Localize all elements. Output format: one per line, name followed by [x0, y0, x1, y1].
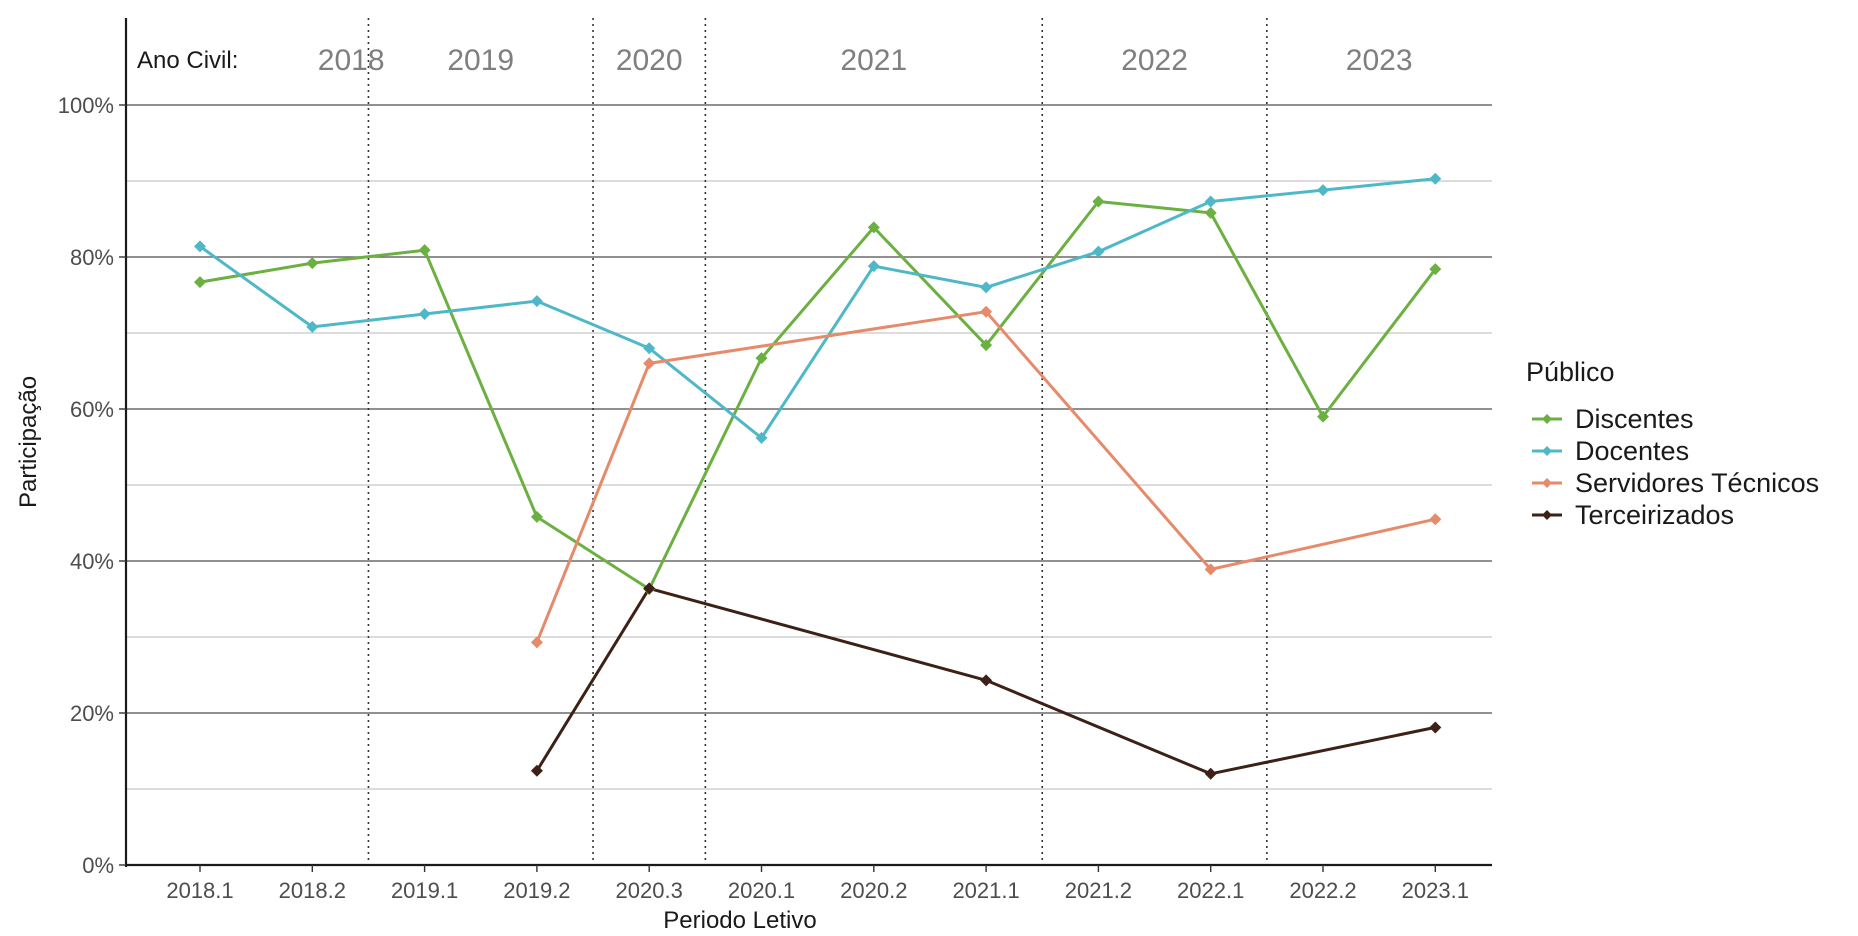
series-point: [1204, 767, 1217, 780]
series-point: [867, 260, 880, 273]
series-point: [194, 276, 206, 289]
series-point: [643, 342, 656, 355]
series-line-2: [535, 310, 1437, 644]
x-axis-title: Periodo Letivo: [663, 907, 816, 934]
series-point: [980, 281, 993, 294]
legend-label: Servidores Técnicos: [1575, 468, 1819, 498]
x-tick-label: 2021.1: [952, 878, 1019, 903]
series-point: [306, 257, 319, 270]
legend-title: Público: [1526, 357, 1615, 387]
axes: [124, 18, 1492, 867]
series-points: [194, 172, 1442, 780]
series-point: [1317, 184, 1329, 197]
series-point: [980, 339, 993, 352]
series-point: [1204, 206, 1217, 219]
x-tick-label: 2022.1: [1177, 878, 1244, 903]
x-tick-label: 2019.1: [391, 878, 458, 903]
x-tick-label: 2020.1: [728, 878, 795, 903]
series-point: [755, 352, 768, 365]
y-tick-labels: 0% 20% 40% 60% 80% 100%: [58, 93, 126, 878]
y-tick-label: 100%: [58, 93, 114, 118]
year-label: 2022: [1121, 44, 1188, 77]
year-label: 2023: [1346, 44, 1413, 77]
legend-label: Docentes: [1575, 436, 1689, 466]
series-point: [643, 357, 656, 370]
series-lines: [198, 177, 1437, 776]
series-point: [530, 636, 543, 649]
x-tick-labels: 2018.1 2018.2 2019.1 2019.2 2020.3 2020.1 2020…: [166, 865, 1469, 903]
series-point: [867, 221, 880, 234]
series-point: [980, 305, 993, 318]
year-label: 2020: [616, 44, 683, 77]
series-line-1: [198, 177, 1437, 440]
year-label: 2019: [447, 44, 514, 77]
x-tick-label: 2022.2: [1289, 878, 1356, 903]
y-tick-label: 60%: [70, 397, 114, 422]
x-tick-label: 2018.1: [166, 878, 233, 903]
legend-key-point: [1542, 414, 1552, 424]
series-point: [306, 320, 319, 333]
year-band-title: Ano Civil:: [137, 47, 238, 74]
legend-key-point: [1542, 478, 1552, 488]
grid-minor-lines: [126, 180, 1492, 790]
year-label: 2021: [840, 44, 907, 77]
x-tick-label: 2021.2: [1065, 878, 1132, 903]
legend-key-point: [1542, 510, 1552, 520]
series-point: [755, 431, 768, 444]
series-point: [1429, 721, 1442, 734]
y-tick-label: 0%: [82, 853, 114, 878]
y-axis-title: Participação: [15, 376, 42, 508]
series-point: [1429, 513, 1442, 526]
y-tick-label: 80%: [70, 245, 114, 270]
series-point: [1429, 172, 1442, 185]
series-point: [530, 764, 543, 777]
series-point: [194, 240, 206, 253]
series-point: [530, 295, 543, 308]
series-point: [1092, 245, 1105, 258]
series-point: [1092, 195, 1105, 208]
year-dividers: [367, 18, 1268, 865]
series-line-0: [198, 200, 1437, 591]
legend-label: Discentes: [1575, 404, 1694, 434]
y-tick-label: 40%: [70, 549, 114, 574]
x-tick-label: 2020.3: [616, 878, 683, 903]
series-point: [418, 308, 431, 320]
grid-major-lines: [126, 104, 1492, 714]
series-point: [1204, 563, 1217, 576]
x-tick-label: 2018.2: [279, 878, 346, 903]
x-tick-label: 2023.1: [1402, 878, 1469, 903]
series-point: [530, 510, 543, 523]
year-labels: 2018 2019 2020 2021 2022 2023: [318, 44, 1413, 77]
x-tick-label: 2019.2: [503, 878, 570, 903]
x-tick-label: 2020.2: [840, 878, 907, 903]
series-point: [1317, 410, 1329, 423]
series-point: [643, 582, 656, 595]
y-tick-label: 20%: [70, 701, 114, 726]
year-label: 2018: [318, 44, 385, 77]
series-point: [1429, 263, 1442, 276]
series-point: [1204, 195, 1217, 208]
legend-key-point: [1542, 446, 1552, 456]
series-point: [418, 244, 431, 257]
legend-label: Terceirizados: [1575, 500, 1734, 530]
series-point: [980, 674, 993, 687]
